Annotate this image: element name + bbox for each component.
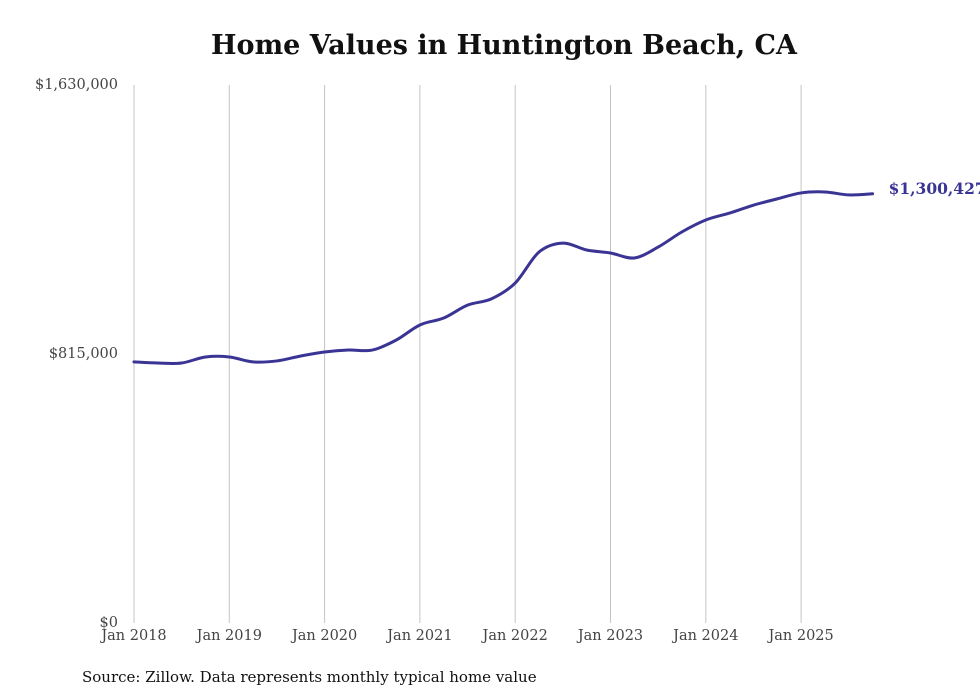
chart-title: Home Values in Huntington Beach, CA bbox=[211, 30, 797, 61]
source-note: Source: Zillow. Data represents monthly … bbox=[82, 668, 537, 686]
x-tick-label: Jan 2025 bbox=[766, 628, 833, 644]
x-tick-label: Jan 2024 bbox=[671, 628, 738, 644]
y-tick-label: $0 bbox=[100, 615, 118, 631]
x-tick-label: Jan 2023 bbox=[576, 628, 643, 644]
y-tick-label: $1,630,000 bbox=[35, 77, 118, 93]
x-tick-label: Jan 2021 bbox=[385, 628, 452, 644]
y-tick-label: $815,000 bbox=[49, 346, 118, 362]
x-tick-label: Jan 2019 bbox=[195, 628, 262, 644]
x-tick-label: Jan 2020 bbox=[290, 628, 357, 644]
x-tick-label: Jan 2018 bbox=[99, 628, 166, 644]
x-tick-label: Jan 2022 bbox=[481, 628, 548, 644]
end-value-label: $1,300,427 bbox=[889, 179, 980, 198]
series-line-home-value bbox=[132, 190, 875, 365]
